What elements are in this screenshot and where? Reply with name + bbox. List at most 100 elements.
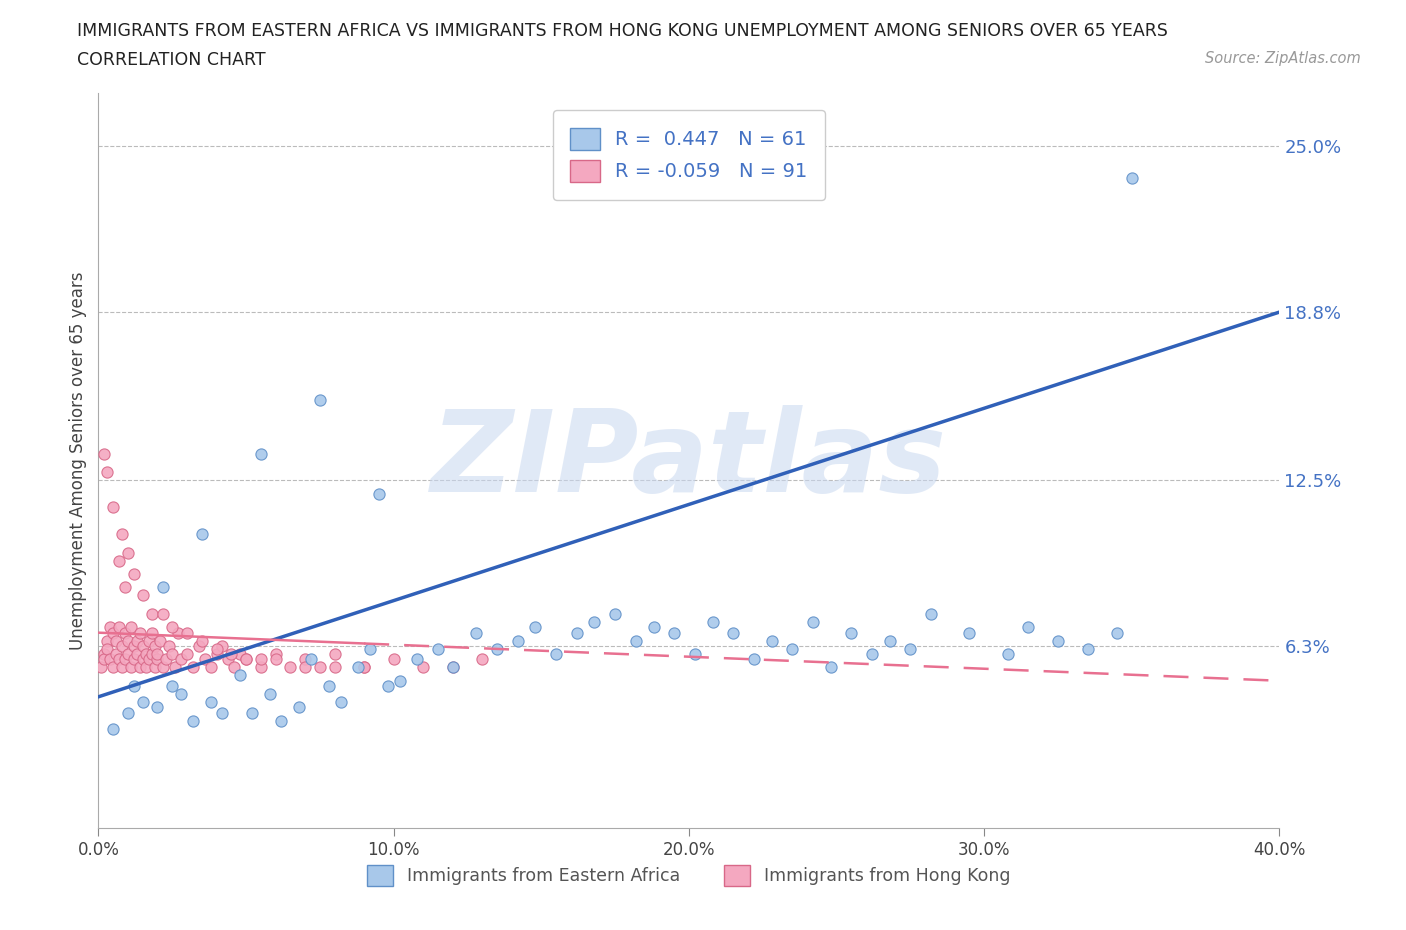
Point — [162, 679, 183, 694]
Point — [270, 713, 292, 728]
Point — [143, 660, 166, 675]
Point — [211, 639, 233, 654]
Point — [162, 620, 183, 635]
Point — [122, 566, 145, 581]
Point — [181, 713, 204, 728]
Point — [294, 660, 316, 675]
Text: Source: ZipAtlas.com: Source: ZipAtlas.com — [1205, 51, 1361, 66]
Point — [299, 652, 322, 667]
Point — [149, 633, 172, 648]
Point — [441, 660, 464, 675]
Point — [723, 625, 745, 640]
Point — [135, 646, 157, 661]
Point — [90, 660, 112, 675]
Text: IMMIGRANTS FROM EASTERN AFRICA VS IMMIGRANTS FROM HONG KONG UNEMPLOYMENT AMONG S: IMMIGRANTS FROM EASTERN AFRICA VS IMMIGR… — [77, 22, 1168, 40]
Point — [264, 652, 287, 667]
Point — [546, 646, 568, 661]
Point — [200, 695, 222, 710]
Point — [250, 660, 273, 675]
Point — [96, 642, 118, 657]
Point — [143, 639, 166, 654]
Point — [200, 660, 222, 675]
Point — [224, 660, 246, 675]
Point — [250, 652, 273, 667]
Point — [382, 652, 405, 667]
Point — [114, 625, 136, 640]
Point — [125, 633, 148, 648]
Point — [353, 660, 375, 675]
Point — [152, 579, 174, 594]
Point — [920, 606, 942, 621]
Point — [427, 642, 450, 657]
Point — [524, 620, 547, 635]
Point — [114, 579, 136, 594]
Point — [412, 660, 434, 675]
Point — [96, 633, 118, 648]
Point — [229, 668, 252, 683]
Point — [111, 639, 134, 654]
Point — [388, 673, 411, 688]
Point — [176, 625, 198, 640]
Point — [138, 652, 160, 667]
Point — [782, 642, 804, 657]
Point — [309, 660, 332, 675]
Point — [959, 625, 981, 640]
Point — [146, 646, 169, 661]
Point — [235, 652, 257, 667]
Point — [860, 646, 883, 661]
Point — [841, 625, 863, 640]
Legend: Immigrants from Eastern Africa, Immigrants from Hong Kong: Immigrants from Eastern Africa, Immigran… — [360, 858, 1018, 893]
Point — [309, 392, 332, 407]
Point — [93, 446, 115, 461]
Point — [235, 652, 257, 667]
Point — [146, 700, 169, 715]
Point — [96, 465, 118, 480]
Text: CORRELATION CHART: CORRELATION CHART — [77, 51, 266, 69]
Point — [105, 646, 128, 661]
Point — [406, 652, 429, 667]
Point — [152, 660, 174, 675]
Point — [280, 660, 302, 675]
Point — [194, 652, 217, 667]
Point — [217, 652, 239, 667]
Point — [117, 705, 139, 720]
Point — [347, 660, 370, 675]
Point — [122, 652, 145, 667]
Point — [486, 642, 509, 657]
Point — [157, 639, 180, 654]
Point — [264, 646, 287, 661]
Point — [329, 695, 352, 710]
Point — [742, 652, 765, 667]
Point — [1077, 642, 1099, 657]
Point — [664, 625, 686, 640]
Point — [117, 646, 139, 661]
Point — [441, 660, 464, 675]
Point — [259, 686, 281, 701]
Point — [122, 639, 145, 654]
Point — [240, 705, 263, 720]
Point — [761, 633, 783, 648]
Point — [229, 646, 252, 661]
Point — [135, 660, 157, 675]
Point — [132, 639, 155, 654]
Point — [162, 646, 183, 661]
Point — [997, 646, 1019, 661]
Point — [191, 633, 214, 648]
Point — [323, 660, 346, 675]
Point — [132, 588, 155, 603]
Point — [132, 695, 155, 710]
Point — [506, 633, 529, 648]
Point — [111, 526, 134, 541]
Point — [250, 446, 273, 461]
Point — [702, 615, 724, 630]
Point — [128, 660, 150, 675]
Point — [465, 625, 488, 640]
Point — [146, 652, 169, 667]
Point — [583, 615, 606, 630]
Point — [879, 633, 901, 648]
Point — [111, 660, 134, 675]
Point — [141, 646, 163, 661]
Point — [1018, 620, 1040, 635]
Point — [117, 545, 139, 560]
Point — [120, 660, 142, 675]
